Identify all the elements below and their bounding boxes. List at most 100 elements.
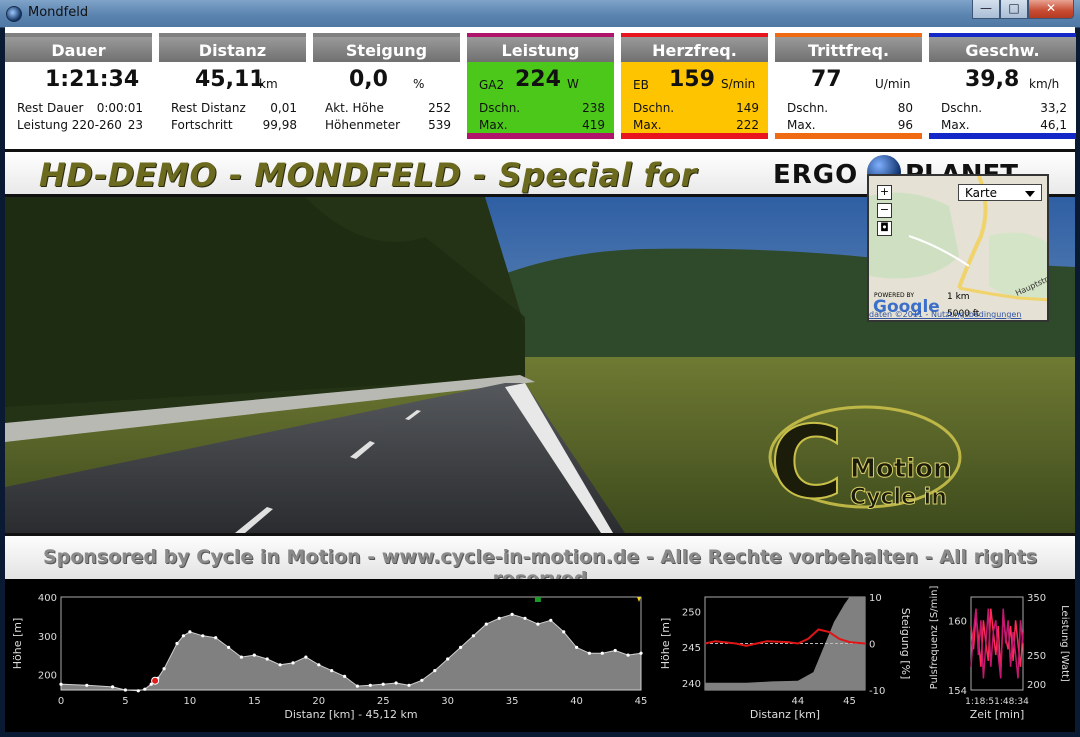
profile-point xyxy=(304,655,308,659)
metric-tile-leistung: Leistung GA2 224 W Dschn. 238 Max. 419 xyxy=(467,33,614,139)
hr-x-label: Zeit [min] xyxy=(970,708,1025,721)
power-y2-label: Leistung [Watt] xyxy=(1059,605,1070,682)
metric-row: Höhenmeter 539 xyxy=(325,118,451,134)
lane-dash xyxy=(350,441,375,459)
metric-row-value: 252 xyxy=(428,101,451,115)
profile-point xyxy=(343,674,347,678)
metric-row-value: 222 xyxy=(736,118,759,132)
map-zoom-out-button[interactable]: − xyxy=(877,203,892,218)
metric-body: GA2 224 W Dschn. 238 Max. 419 xyxy=(467,62,614,133)
profile-point xyxy=(162,667,166,671)
metric-tile-trittfreq: Trittfreq. 77 U/min Dschn. 80 Max. 96 xyxy=(775,33,922,139)
profile-point xyxy=(278,663,282,667)
maximize-button[interactable]: □ xyxy=(1000,0,1028,19)
profile-point xyxy=(459,645,463,649)
metric-main: EB 159 S/min xyxy=(621,67,768,95)
logo-line1: Motion xyxy=(850,454,951,484)
profile-point xyxy=(214,636,218,640)
hr-y-tick: 154 xyxy=(948,686,967,697)
metric-unit: S/min xyxy=(721,77,756,91)
metric-main: 39,8 km/h xyxy=(929,67,1076,95)
profile-point xyxy=(497,616,501,620)
logo-line2: Cycle in xyxy=(850,485,947,510)
app-content: Dauer 1:21:34 Rest Dauer 0:00:01 Leistung 22… xyxy=(5,27,1076,732)
profile-point xyxy=(188,630,192,634)
metric-main: GA2 224 W xyxy=(467,67,614,95)
metric-row: Rest Distanz 0,01 xyxy=(171,101,297,117)
metric-main: 77 U/min xyxy=(775,67,922,95)
profile-x-tick: 25 xyxy=(377,696,390,707)
profile-point xyxy=(291,661,295,665)
metric-body: EB 159 S/min Dschn. 149 Max. 222 xyxy=(621,62,768,133)
profile-y-tick: 200 xyxy=(38,671,57,682)
road-edge-line xyxy=(505,383,613,533)
map-widget[interactable]: Hauptstr + − ◘ Karte POWERED BY Google 1… xyxy=(867,174,1049,322)
video-view[interactable]: C Motion Cycle in xyxy=(5,197,1075,533)
metric-row-value: 149 xyxy=(736,101,759,115)
metric-row-value: 46,1 xyxy=(1040,118,1067,132)
metric-main: 45,11 km xyxy=(159,67,306,95)
metric-tile-dauer: Dauer 1:21:34 Rest Dauer 0:00:01 Leistung 22… xyxy=(5,33,152,139)
detail-y2-tick: 10 xyxy=(869,593,882,604)
metric-underline xyxy=(467,133,614,139)
metric-body: 77 U/min Dschn. 80 Max. 96 xyxy=(775,62,922,133)
close-button[interactable]: ✕ xyxy=(1028,0,1074,19)
lane-dash xyxy=(235,507,273,533)
metric-body: 39,8 km/h Dschn. 33,2 Max. 46,1 xyxy=(929,62,1076,133)
metric-main: 1:21:34 xyxy=(5,67,152,95)
profile-point xyxy=(446,657,450,661)
detail-y-label: Höhe [m] xyxy=(659,618,672,670)
metric-row-label: Max. xyxy=(633,118,662,132)
profile-point xyxy=(587,651,592,655)
metric-row: Dschn. 33,2 xyxy=(941,101,1067,117)
metric-value: 39,8 xyxy=(965,67,1020,92)
metric-label: Geschw. xyxy=(929,33,1076,62)
metric-label: Leistung xyxy=(467,33,614,62)
power-y2-tick: 200 xyxy=(1027,680,1046,691)
metric-tile-geschw: Geschw. 39,8 km/h Dschn. 33,2 Max. 46,1 xyxy=(929,33,1076,139)
map-zoom-in-button[interactable]: + xyxy=(877,185,892,200)
profile-point xyxy=(252,653,256,657)
profile-point xyxy=(175,641,179,646)
profile-point xyxy=(330,669,334,673)
metric-row-label: Dschn. xyxy=(479,101,521,115)
profile-point xyxy=(433,669,437,673)
map-type-value: Karte xyxy=(965,186,998,200)
profile-point xyxy=(227,645,231,649)
map-scale-ft: 5000 ft xyxy=(947,309,980,319)
profile-point xyxy=(562,630,566,634)
metric-row: Dschn. 238 xyxy=(479,101,605,117)
profile-point xyxy=(613,648,617,653)
metric-row: Max. 96 xyxy=(787,118,913,134)
road xyxy=(5,383,625,533)
profile-point xyxy=(136,689,140,693)
profile-point xyxy=(523,616,527,620)
metric-zone: EB xyxy=(633,78,649,92)
detail-y2-label: Steigung [%] xyxy=(899,608,912,680)
profile-point xyxy=(59,682,63,686)
metric-value: 0,0 xyxy=(349,67,388,92)
detail-x-tick: 45 xyxy=(843,696,856,707)
banner-title: HD-DEMO - MONDFELD - Special for xyxy=(39,156,697,194)
map-type-select[interactable]: Karte xyxy=(958,184,1042,201)
metric-row-value: 80 xyxy=(897,101,913,115)
detail-y2-tick: 0 xyxy=(869,640,875,651)
map-center-button[interactable]: ◘ xyxy=(877,221,892,236)
minimize-button[interactable]: — xyxy=(972,0,1000,19)
profile-point xyxy=(394,681,398,685)
guardrail xyxy=(5,375,535,442)
profile-point xyxy=(85,683,89,687)
charts-panel: 0 5 10 15 20 25 30 35 40 45 200 300 400 Distanz [km] … xyxy=(5,579,1075,732)
map-terms-link[interactable]: daten ©2011 - Nutzungsbedingungen xyxy=(869,310,1022,319)
profile-x-tick: 5 xyxy=(122,696,128,707)
ergo-logo-text: ERGO xyxy=(773,160,859,190)
profile-point xyxy=(575,645,579,649)
profile-point xyxy=(471,634,475,638)
metric-row: Leistung 220-260 23 xyxy=(17,118,143,134)
window-titlebar[interactable]: Mondfeld — □ ✕ xyxy=(0,0,1080,28)
metric-body: 45,11 km Rest Distanz 0,01 Fortschritt 99,98 xyxy=(159,62,306,133)
profile-point xyxy=(536,622,540,626)
detail-gradient-line xyxy=(704,628,866,647)
charts-svg: 0 5 10 15 20 25 30 35 40 45 200 300 400 Distanz [km] … xyxy=(11,586,1070,721)
metric-value: 224 xyxy=(515,67,561,92)
